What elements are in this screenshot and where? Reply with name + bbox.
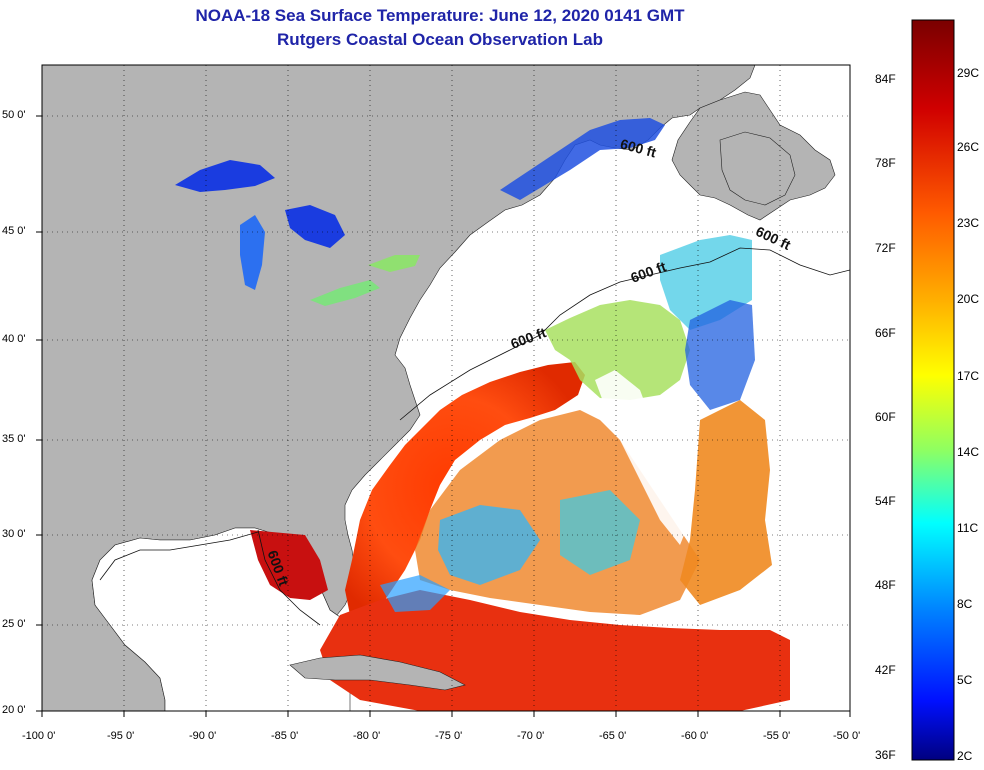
- map-frame: [41, 64, 851, 712]
- colorbar-f-label: 54F: [875, 494, 896, 508]
- gulf-stream: [345, 362, 585, 615]
- lon-label: -75 0': [435, 730, 463, 742]
- isobath-600ft: [399, 247, 850, 421]
- lon-label: -80 0': [353, 730, 381, 742]
- colorbar-f-label: 84F: [875, 72, 896, 86]
- colorbar-f-label: 66F: [875, 326, 896, 340]
- lake-ontario: [368, 255, 420, 272]
- lake-superior: [175, 160, 275, 192]
- cool-patch-3: [380, 575, 450, 612]
- colorbar-f-label: 48F: [875, 578, 896, 592]
- colorbar-c-label: 2C: [957, 749, 973, 763]
- isobath-600ft-gulf: [99, 531, 259, 581]
- lon-label: -55 0': [763, 730, 791, 742]
- cuba: [289, 654, 466, 691]
- lat-label: 45 0': [2, 225, 26, 237]
- northern-mixed: [545, 300, 690, 400]
- colorbar: [911, 19, 955, 761]
- lake-michigan: [240, 215, 265, 290]
- lat-label: 25 0': [2, 618, 26, 630]
- colorbar-f-label: 60F: [875, 410, 896, 424]
- west-florida-warm: [250, 530, 328, 600]
- eastern-warm: [680, 400, 772, 605]
- map-subtitle: Rutgers Coastal Ocean Observation Lab: [277, 30, 603, 49]
- lat-label: 20 0': [2, 704, 26, 716]
- colorbar-c-label: 8C: [957, 597, 973, 611]
- lake-huron: [285, 205, 345, 248]
- lat-label: 35 0': [2, 433, 26, 445]
- map-title: NOAA-18 Sea Surface Temperature: June 12…: [195, 6, 685, 25]
- cloud-streak: [595, 370, 690, 545]
- colorbar-c-label: 20C: [957, 292, 980, 306]
- cool-patch-1: [438, 505, 540, 585]
- lat-label: 50 0': [2, 109, 26, 121]
- colorbar-c-label: 11C: [957, 521, 979, 535]
- colorbar-f-label: 36F: [875, 748, 896, 762]
- lat-label: 30 0': [2, 528, 26, 540]
- st-lawrence-cool: [500, 118, 665, 200]
- colorbar-f-label: 42F: [875, 663, 896, 677]
- cool-patch-2: [560, 490, 640, 575]
- newfoundland: [719, 131, 796, 206]
- lon-label: -65 0': [599, 730, 627, 742]
- isobath-600ft-florida: [257, 529, 321, 626]
- colorbar-c-label: 5C: [957, 673, 973, 687]
- colorbar-f-label: 72F: [875, 241, 896, 255]
- colorbar-c-label: 29C: [957, 66, 980, 80]
- colorbar-c-label: 26C: [957, 140, 980, 154]
- lat-label: 40 0': [2, 333, 26, 345]
- colorbar-c-label: 23C: [957, 216, 980, 230]
- lake-erie: [310, 280, 380, 306]
- colorbar-c-label: 14C: [957, 445, 980, 459]
- lon-label: -85 0': [271, 730, 299, 742]
- lon-label: -50 0': [833, 730, 861, 742]
- colorbar-c-label: 17C: [957, 369, 980, 383]
- colorbar-f-label: 78F: [875, 156, 896, 170]
- lon-label: -95 0': [107, 730, 135, 742]
- lon-label: -100 0': [22, 730, 56, 742]
- lon-label: -70 0': [517, 730, 545, 742]
- lon-label: -90 0': [189, 730, 217, 742]
- eastern-cool: [685, 300, 755, 410]
- lon-label: -60 0': [681, 730, 709, 742]
- axis-ticks: [36, 115, 851, 717]
